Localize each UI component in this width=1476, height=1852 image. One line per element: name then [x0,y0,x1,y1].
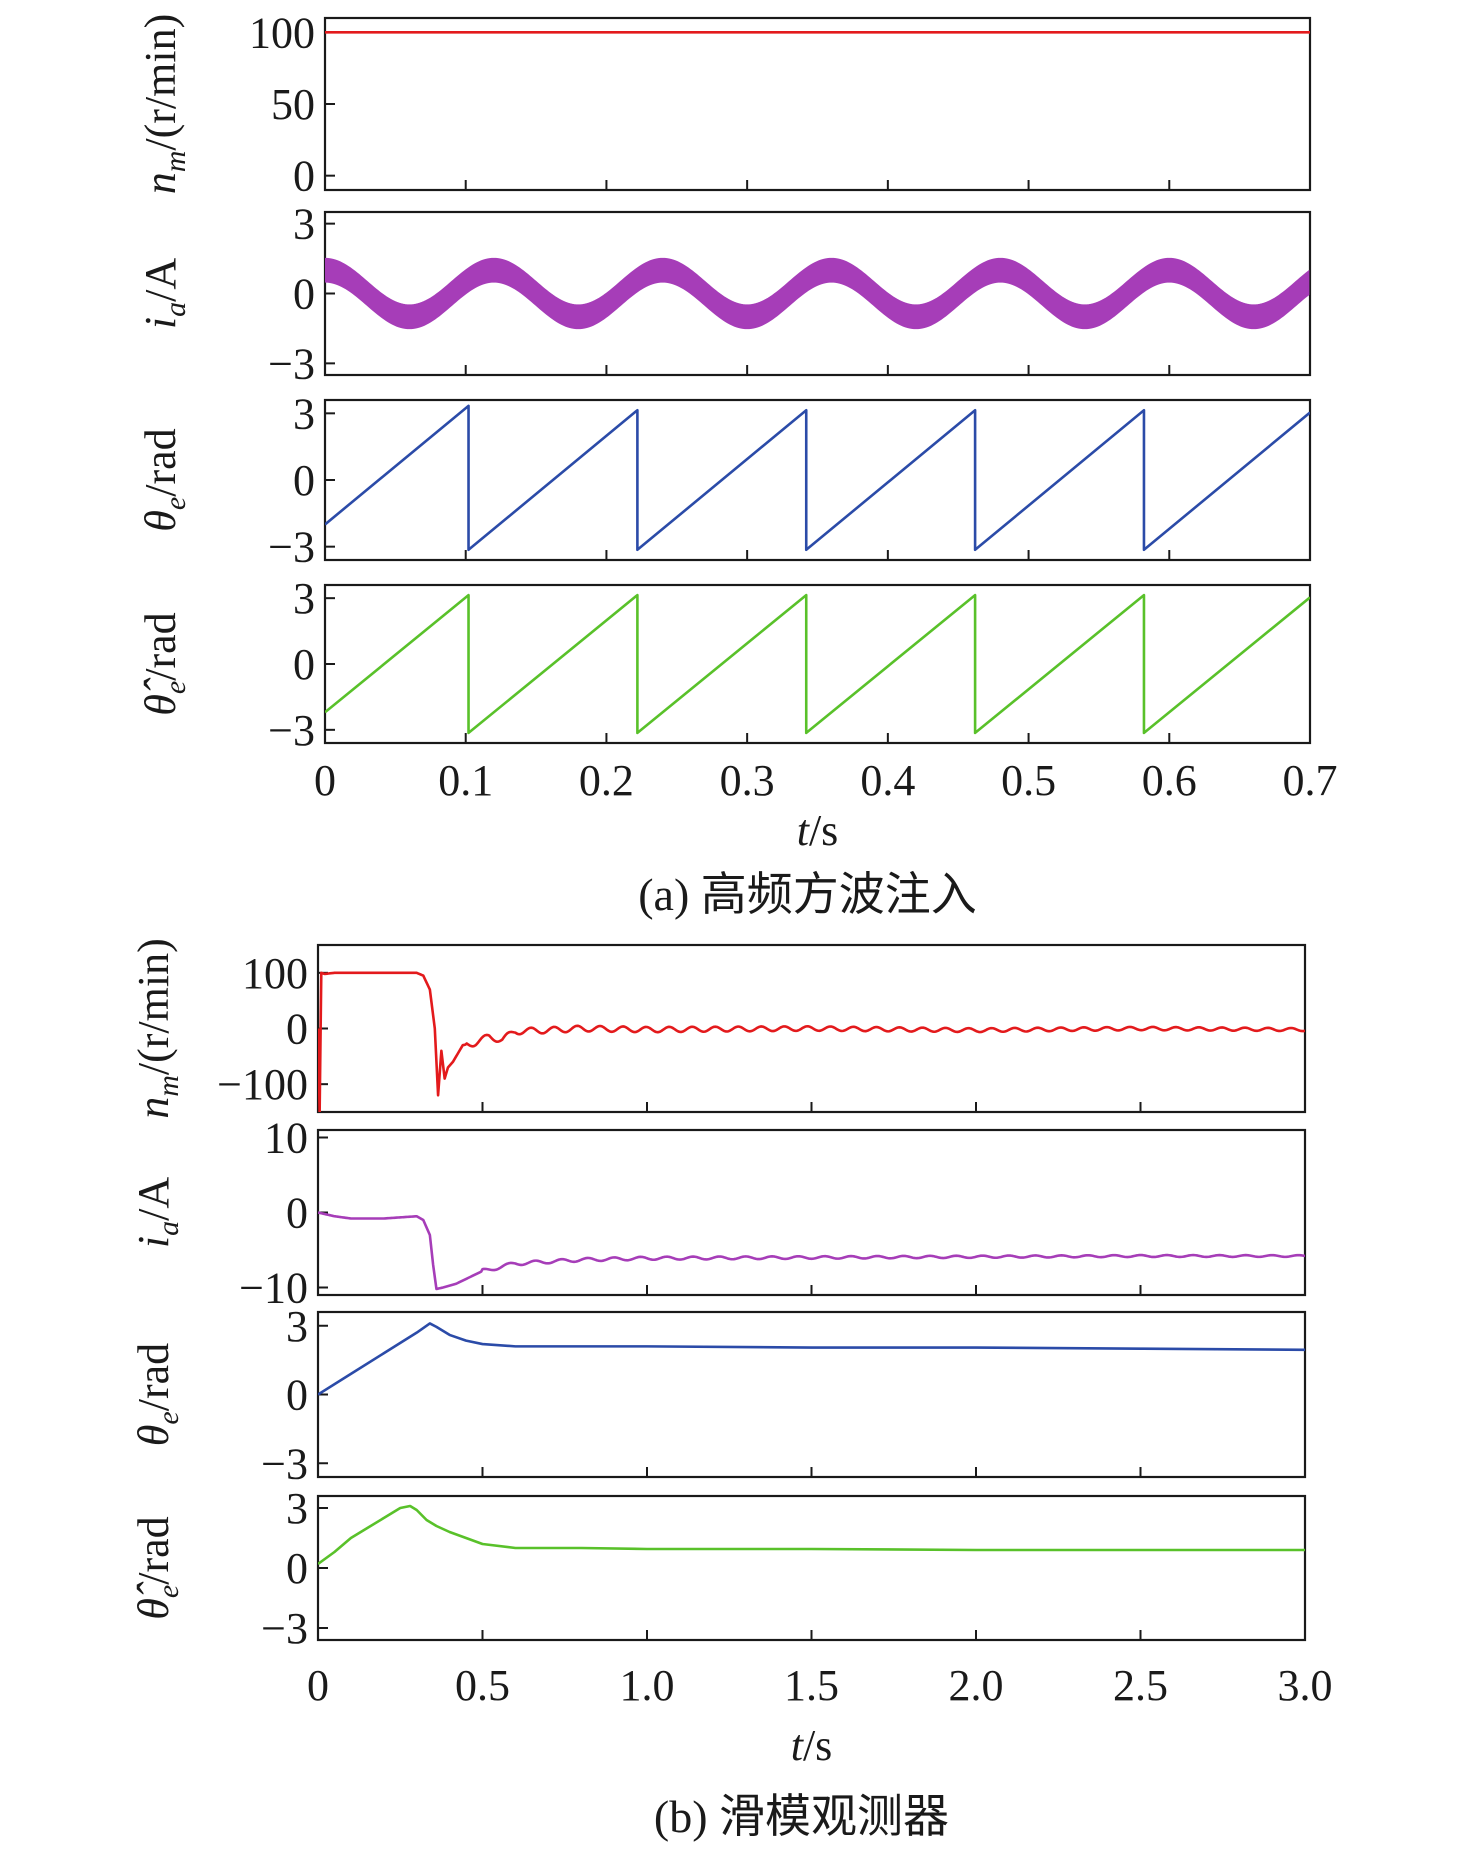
series-line [318,1323,1305,1394]
y-tick-label: 100 [242,949,308,998]
y-axis-label: θ̂e/rad [129,1516,185,1619]
subplot-4: 3 0 −3 θ̂e/rad [129,1484,1305,1653]
x-tick-label: 0.3 [720,756,775,805]
y-axis-label: ia/A [136,258,192,329]
series-line [318,1506,1305,1564]
x-tick-label: 0.2 [579,756,634,805]
y-tick-label: 0 [286,1189,308,1238]
y-tick-label: 3 [293,389,315,438]
y-axis-label: nm/(r/min) [129,938,185,1119]
series-line [325,595,1310,733]
x-axis-label: t/s [797,806,839,855]
x-tick-label: 0 [314,756,336,805]
y-axis-label: θe/rad [136,428,192,531]
y-tick-label: −3 [261,1604,308,1653]
series-line [318,973,1305,1112]
y-tick-label: 10 [264,1114,308,1163]
x-tick-label: 2.5 [1113,1661,1168,1710]
chart-a: 100500nm/(r/min)30−3ia/A30−3θe/rad30−3θ̂… [136,8,1338,920]
figure-caption: (a) 高频方波注入 [638,869,977,920]
y-axis-label: nm/(r/min) [136,14,192,195]
y-tick-label: 0 [286,1544,308,1593]
y-tick-label: 0 [293,270,315,319]
x-tick-label: 2.0 [949,1661,1004,1710]
subplot-1: 100 0 −100 nm/(r/min) [129,938,1305,1119]
series-group [318,973,1305,1112]
x-tick-label: 0.4 [860,756,915,805]
y-axis-label: ia/A [129,1177,185,1248]
y-tick-label: 3 [293,574,315,623]
x-tick-label: 3.0 [1278,1661,1333,1710]
series-group [318,1213,1305,1290]
subplot-3: 3 0 −3 θe/rad [129,1302,1305,1489]
series-line [325,406,1310,550]
x-tick-label: 0 [307,1661,329,1710]
series-group [325,259,1309,329]
series-line [318,1213,1305,1290]
y-tick-label: 0 [293,152,315,201]
plot-frame [318,1312,1305,1477]
series-group [325,595,1310,733]
y-tick-label: −100 [217,1060,308,1109]
plot-frame [318,1496,1305,1640]
y-tick-label: 0 [286,1005,308,1054]
subplot-3: 3 0 −3 θe/rad [136,389,1310,571]
x-tick-label: 1.0 [620,1661,675,1710]
plot-frame [325,212,1310,375]
y-tick-label: 0 [286,1371,308,1420]
y-axis-label: θ̂e/rad [136,612,192,715]
figure-caption: (b) 滑模观测器 [654,1791,949,1842]
series-band [325,259,1309,329]
y-tick-label: −3 [261,1439,308,1488]
subplot-2: 3 0 −3 ia/A [136,200,1310,389]
figure-root: 100500nm/(r/min)30−3ia/A30−3θe/rad30−3θ̂… [129,8,1338,1842]
plot-frame [325,18,1310,190]
x-tick-label: 0.5 [1001,756,1056,805]
x-tick-label: 1.5 [784,1661,839,1710]
x-tick-label: 0.1 [438,756,493,805]
x-tick-label: 0.6 [1142,756,1197,805]
series-group [318,1506,1305,1564]
y-tick-label: 100 [249,8,315,57]
y-tick-label: −3 [268,706,315,755]
y-tick-label: 0 [293,640,315,689]
subplot-1: 100 50 0 nm/(r/min) [136,8,1310,200]
x-tick-label: 0.5 [455,1661,510,1710]
y-tick-label: 3 [293,200,315,249]
y-tick-label: −3 [268,523,315,572]
y-tick-label: 50 [271,80,315,129]
x-axis-label: t/s [791,1721,833,1770]
y-tick-label: 3 [286,1302,308,1351]
chart-b: 1000−100nm/(r/min)100−10ia/A30−3θe/rad30… [129,938,1333,1842]
series-group [325,406,1310,550]
y-axis-label: θe/rad [129,1343,185,1446]
y-tick-label: 3 [286,1484,308,1533]
y-tick-label: −3 [268,339,315,388]
y-tick-label: 0 [293,456,315,505]
series-group [318,1323,1305,1394]
plot-frame [318,1130,1305,1295]
x-tick-label: 0.7 [1283,756,1338,805]
subplot-4: 3 0 −3 θ̂e/rad [136,574,1310,755]
